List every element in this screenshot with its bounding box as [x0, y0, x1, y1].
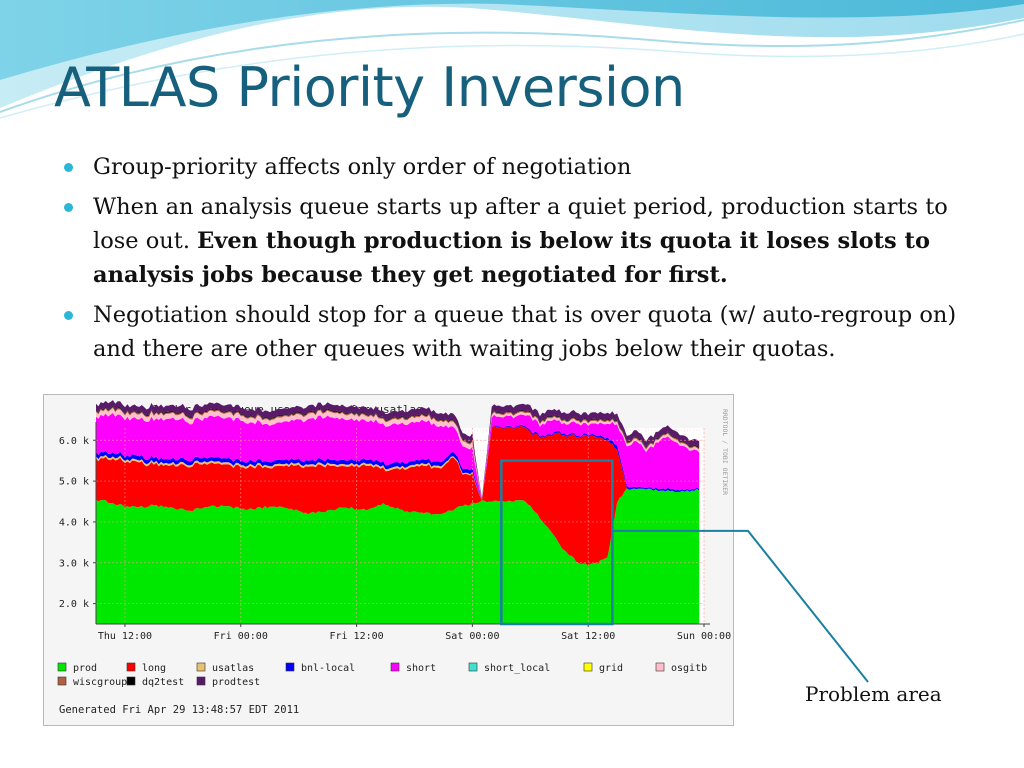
legend-label-long: long	[142, 663, 166, 674]
bullet-emphasis: Even though production is below its quot…	[93, 228, 930, 288]
chart-canvas: Condor pool queue usage stats for usatla…	[57, 400, 731, 716]
y-tick-label: 5.0 k	[59, 477, 89, 488]
slide-title: ATLAS Priority Inversion	[54, 56, 685, 119]
legend-label-wiscgroup: wiscgroup	[73, 677, 127, 688]
chart-side-label: RRDTOOL / TOBI OETIKER	[721, 409, 729, 495]
series-area-short	[96, 413, 700, 501]
legend-swatch-prodtest	[196, 676, 206, 686]
legend-swatch-short	[390, 662, 400, 672]
series-area-usatlas	[96, 425, 700, 501]
x-tick-label: Fri 00:00	[214, 631, 268, 642]
legend-label-bnl-local: bnl-local	[301, 663, 355, 674]
legend-swatch-usatlas	[196, 662, 206, 672]
legend-label-prodtest: prodtest	[212, 677, 260, 688]
queue-usage-chart: Condor pool queue usage stats for usatla…	[43, 394, 734, 726]
legend-swatch-dq2test	[126, 676, 136, 686]
legend-label-usatlas: usatlas	[212, 663, 254, 674]
problem-area-label: Problem area	[805, 682, 942, 706]
legend-swatch-grid	[583, 662, 593, 672]
series-area-prodtest	[96, 400, 700, 499]
legend-label-short_local: short_local	[484, 663, 550, 674]
legend-swatch-bnl-local	[285, 662, 295, 672]
y-tick-label: 6.0 k	[59, 436, 89, 447]
x-tick-label: Sat 12:00	[561, 631, 615, 642]
y-tick-label: 3.0 k	[59, 558, 89, 569]
legend-label-osgitb: osgitb	[671, 663, 707, 674]
bullet-item: Group-priority affects only order of neg…	[62, 150, 972, 184]
bullet-list: Group-priority affects only order of neg…	[62, 150, 972, 372]
bullet-item: Negotiation should stop for a queue that…	[62, 298, 972, 366]
bullet-text: Negotiation should stop for a queue that…	[93, 302, 957, 362]
bullet-text: When an analysis queue starts up after a…	[93, 194, 955, 254]
chart-footer: Generated Fri Apr 29 13:48:57 EDT 2011	[59, 704, 299, 716]
legend-swatch-prod	[57, 662, 67, 672]
series-area-bnl-local	[96, 424, 700, 501]
legend-label-grid: grid	[599, 663, 623, 674]
legend-swatch-wiscgroup	[57, 676, 67, 686]
legend-label-short: short	[406, 663, 436, 674]
bullet-text: Group-priority affects only order of neg…	[93, 154, 632, 180]
legend-swatch-osgitb	[655, 662, 665, 672]
legend-swatch-short_local	[468, 662, 478, 672]
legend-swatch-long	[126, 662, 136, 672]
legend-label-prod: prod	[73, 663, 97, 674]
header-wave-decoration	[0, 0, 1024, 119]
legend-label-dq2test: dq2test	[142, 677, 184, 688]
x-tick-label: Sat 00:00	[445, 631, 499, 642]
series-area-osgitb	[96, 408, 700, 501]
y-tick-label: 2.0 k	[59, 599, 89, 610]
bullet-item: When an analysis queue starts up after a…	[62, 190, 972, 292]
x-tick-label: Thu 12:00	[98, 631, 152, 642]
x-tick-label: Sun 00:00	[677, 631, 731, 642]
x-tick-label: Fri 12:00	[329, 631, 383, 642]
y-tick-label: 4.0 k	[59, 517, 89, 528]
